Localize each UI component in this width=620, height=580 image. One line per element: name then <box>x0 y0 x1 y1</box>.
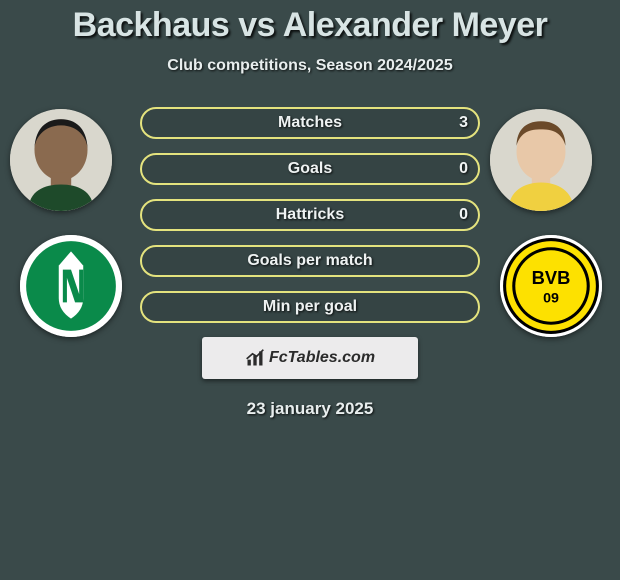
person-icon <box>10 109 112 211</box>
stat-right-value: 0 <box>459 206 468 224</box>
stat-label: Hattricks <box>276 206 344 224</box>
stat-row: Min per goal <box>140 291 480 323</box>
stat-row: Goals 0 <box>140 153 480 185</box>
stat-right-value: 3 <box>459 114 468 132</box>
snapshot-date: 23 january 2025 <box>0 399 620 419</box>
club-right-logo: BVB 09 <box>500 235 602 337</box>
player-right-avatar <box>490 109 592 211</box>
bar-chart-icon <box>245 348 265 368</box>
player-left-avatar <box>10 109 112 211</box>
werder-bremen-icon <box>20 235 122 337</box>
stat-row: Matches 3 <box>140 107 480 139</box>
bvb-dortmund-icon: BVB 09 <box>500 235 602 337</box>
stat-label: Goals per match <box>247 252 372 270</box>
stats-list: Matches 3 Goals 0 Hattricks 0 Goals per … <box>140 107 480 323</box>
stat-label: Matches <box>278 114 342 132</box>
svg-text:BVB: BVB <box>532 267 571 288</box>
club-left-logo <box>20 235 122 337</box>
badge-label: FcTables.com <box>269 349 375 367</box>
stat-label: Min per goal <box>263 298 357 316</box>
stat-row: Goals per match <box>140 245 480 277</box>
person-icon <box>490 109 592 211</box>
comparison-panel: BVB 09 Matches 3 Goals 0 Hattricks 0 Goa… <box>0 107 620 419</box>
season-subtitle: Club competitions, Season 2024/2025 <box>0 57 620 75</box>
stat-row: Hattricks 0 <box>140 199 480 231</box>
stat-right-value: 0 <box>459 160 468 178</box>
page-title: Backhaus vs Alexander Meyer <box>0 0 620 45</box>
fctables-badge[interactable]: FcTables.com <box>202 337 418 379</box>
stat-label: Goals <box>288 160 332 178</box>
svg-text:09: 09 <box>543 290 559 306</box>
